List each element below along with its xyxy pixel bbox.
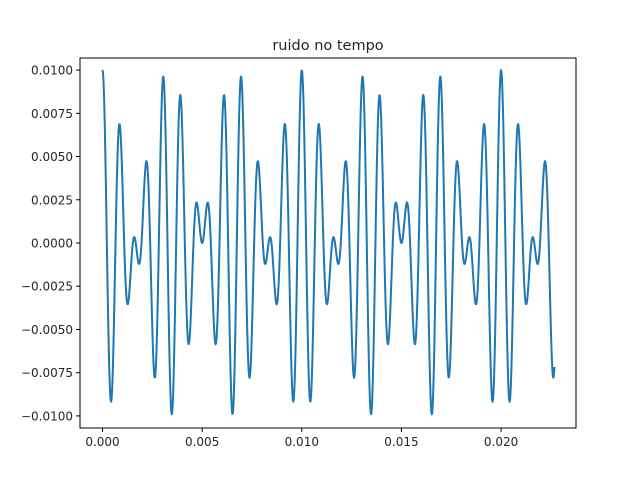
x-tick-label: 0.020 (484, 435, 518, 449)
y-tick-label: 0.0075 (31, 107, 73, 121)
x-tick-label: 0.000 (85, 435, 119, 449)
y-tick-label: 0.0100 (31, 64, 73, 78)
chart-title: ruido no tempo (272, 38, 383, 54)
y-tick-label: −0.0100 (21, 409, 73, 423)
y-axis: 0.0100 0.0075 0.0050 0.0025 0.0000 −0.0025 −0.… (21, 64, 80, 423)
series-line (101, 69, 556, 416)
y-tick-label: 0.0000 (31, 237, 73, 251)
x-tick-label: 0.005 (185, 435, 219, 449)
y-tick-label: −0.0050 (21, 323, 73, 337)
axes-frame (79, 57, 577, 429)
y-tick-label: 0.0050 (31, 150, 73, 164)
x-tick-label: 0.015 (384, 435, 418, 449)
y-tick-label: −0.0025 (21, 280, 73, 294)
y-tick-label: 0.0025 (31, 193, 73, 207)
x-axis: 0.000 0.005 0.010 0.015 0.020 (85, 428, 518, 449)
x-tick-label: 0.010 (285, 435, 319, 449)
y-tick-label: −0.0075 (21, 366, 73, 380)
plot-area (101, 69, 556, 416)
